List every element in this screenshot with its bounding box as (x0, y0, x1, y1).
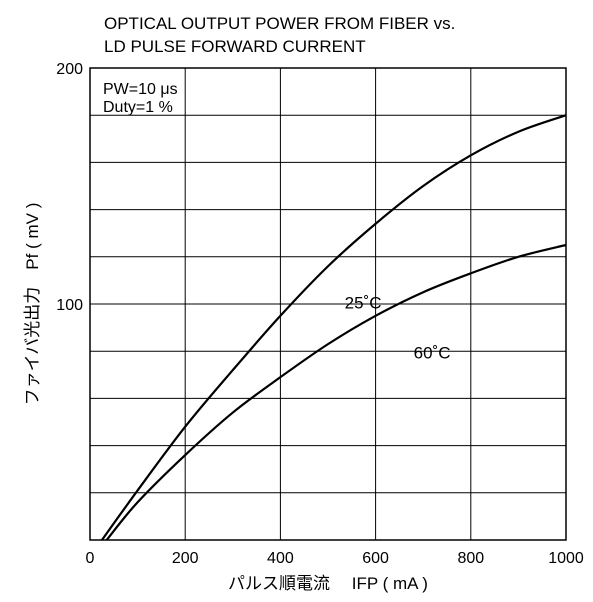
x-tick-label: 600 (362, 550, 389, 567)
series-line-1 (105, 243, 567, 541)
condition-pulse-width: PW=10 μs (103, 81, 178, 98)
x-tick-label: 400 (267, 550, 294, 567)
x-tick-label: 800 (457, 550, 484, 567)
x-axis-label: パルス順電流 IFP ( mA ) (228, 574, 428, 593)
grid (89, 67, 567, 540)
plot-frame (89, 67, 567, 541)
series-line-0 (101, 114, 567, 541)
y-tick-label: 100 (56, 297, 83, 314)
conditions-annotation: PW=10 μs Duty=1 % (103, 81, 178, 116)
series-label-1: 60˚C (414, 343, 451, 362)
title: OPTICAL OUTPUT POWER FROM FIBER vs. LD P… (104, 14, 455, 56)
series-lines (101, 114, 567, 541)
y-tick-label: 200 (56, 61, 83, 78)
x-tick-label: 1000 (548, 550, 584, 567)
chart-title-line-2: LD PULSE FORWARD CURRENT (104, 37, 366, 56)
series-label-0: 25˚C (345, 294, 382, 313)
x-tick-label: 200 (172, 550, 199, 567)
y-tick-labels: 100 200 (56, 61, 83, 314)
chart-title-line-1: OPTICAL OUTPUT POWER FROM FIBER vs. (104, 14, 455, 33)
x-tick-labels: 0 200 400 600 800 1000 (86, 550, 584, 567)
condition-duty: Duty=1 % (103, 99, 173, 116)
y-axis-label: ファイバ光出力 Pf ( mV ) (23, 203, 42, 406)
series-labels: 25˚C 60˚C (345, 294, 451, 363)
x-tick-label: 0 (86, 550, 95, 567)
